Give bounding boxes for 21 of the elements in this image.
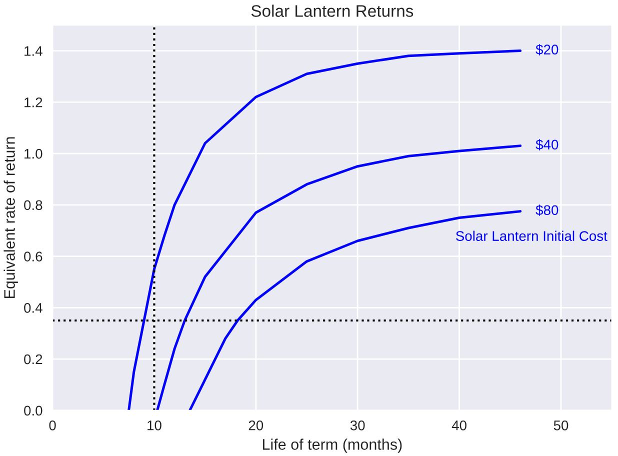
- x-tick-label: 0: [49, 420, 56, 430]
- y-tick-label: 1.4: [24, 46, 42, 56]
- y-tick-label: 0.6: [24, 252, 42, 262]
- x-tick-label: 20: [248, 420, 264, 430]
- y-tick-label: 0.8: [24, 200, 42, 210]
- y-tick-label: 1.0: [24, 148, 42, 159]
- y-tick-label: 0.2: [24, 354, 42, 364]
- y-tick-label: 1.2: [24, 97, 42, 108]
- series-label: $40: [536, 139, 558, 150]
- y-tick-label: 0.4: [24, 302, 42, 313]
- series-label: $20: [536, 44, 558, 56]
- x-axis-title: Life of term (months): [262, 438, 402, 453]
- x-tick-label: 30: [350, 420, 365, 430]
- annotation: Solar Lantern Initial Cost: [456, 230, 608, 241]
- x-tick-label: 10: [148, 420, 162, 430]
- x-tick-label: 40: [452, 420, 466, 430]
- series-label: $80: [536, 204, 558, 216]
- x-tick-label: 50: [554, 420, 568, 430]
- y-axis-title: Equivalent rate of return: [4, 137, 18, 298]
- chart-title: Solar Lantern Returns: [251, 4, 414, 17]
- y-tick-label: 0.0: [24, 406, 42, 416]
